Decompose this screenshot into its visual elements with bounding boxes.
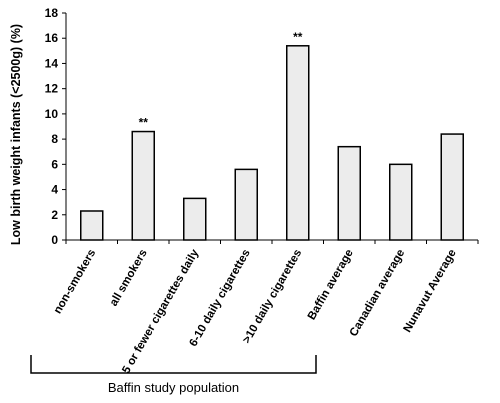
bar: [234, 168, 258, 241]
bracket-line: [30, 355, 317, 374]
y-tick-label: 16: [45, 31, 59, 45]
bar: [131, 130, 155, 241]
axes: 0 2 4 6 8 10 12 14 16 18: [45, 6, 479, 247]
y-tick-label: 8: [51, 132, 58, 146]
y-tick-label: 4: [51, 183, 58, 197]
y-tick-label: 10: [45, 107, 59, 121]
group-bracket: Baffin study population: [30, 355, 317, 395]
y-tick-label: 18: [45, 6, 59, 20]
category-label: non-smokers: [52, 248, 99, 317]
bar: [337, 145, 361, 241]
category-label: Baffin average: [306, 248, 356, 323]
category-label: Canadian average: [348, 248, 408, 339]
category-label: all smokers: [108, 248, 150, 309]
category-label: >10 daily cigarettes: [241, 248, 305, 346]
bar: [440, 133, 464, 241]
bar: [286, 45, 310, 241]
bar: [389, 163, 413, 241]
significance-marker: **: [139, 116, 149, 130]
significance-marker: **: [293, 30, 303, 44]
bars: ** **: [80, 30, 464, 241]
category-label: 6-10 daily cigarettes: [187, 248, 252, 349]
y-tick-label: 6: [51, 157, 58, 171]
y-axis-label: Low birth weight infants (<2500g) (%): [9, 24, 23, 245]
y-tick-label: 0: [51, 233, 58, 247]
y-tick-label: 12: [45, 82, 59, 96]
bracket-label: Baffin study population: [108, 380, 239, 395]
bar: [183, 197, 207, 241]
category-label: Nunavut Average: [402, 248, 459, 335]
bar: [80, 210, 104, 241]
y-tick-label: 14: [45, 56, 59, 70]
y-tick-label: 2: [51, 208, 58, 222]
